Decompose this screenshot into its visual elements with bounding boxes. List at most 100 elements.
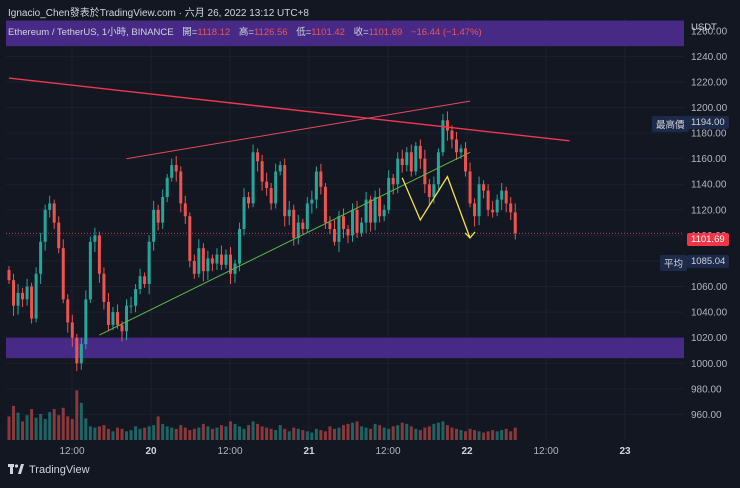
candle-body[interactable]: [486, 190, 490, 210]
candle-body[interactable]: [432, 184, 436, 198]
candle-body[interactable]: [16, 292, 20, 306]
candle-body[interactable]: [418, 145, 422, 159]
candle-body[interactable]: [170, 165, 174, 178]
candle-body[interactable]: [346, 229, 350, 236]
candle-body[interactable]: [224, 254, 228, 265]
candle-body[interactable]: [238, 229, 242, 264]
candle-body[interactable]: [206, 258, 210, 272]
candle-body[interactable]: [43, 209, 47, 242]
candle-body[interactable]: [341, 216, 345, 229]
candle-body[interactable]: [391, 177, 395, 185]
candle-body[interactable]: [228, 254, 232, 274]
candle-body[interactable]: [450, 130, 454, 140]
candle-body[interactable]: [332, 229, 336, 242]
price-projection-path[interactable]: [401, 175, 471, 239]
candle-body[interactable]: [323, 186, 327, 223]
candle-body[interactable]: [192, 260, 196, 274]
candle-body[interactable]: [360, 222, 364, 233]
candle-body[interactable]: [256, 152, 260, 162]
candle-body[interactable]: [459, 148, 463, 153]
candle-body[interactable]: [292, 209, 296, 238]
candle-body[interactable]: [102, 273, 106, 302]
candle-body[interactable]: [66, 299, 70, 323]
candle-body[interactable]: [174, 165, 178, 172]
candle-body[interactable]: [287, 209, 291, 217]
candle-body[interactable]: [314, 171, 318, 200]
candle-body[interactable]: [79, 344, 83, 364]
candle-body[interactable]: [70, 322, 74, 338]
candle-body[interactable]: [491, 209, 495, 213]
candle-body[interactable]: [210, 258, 214, 264]
candle-body[interactable]: [513, 212, 517, 234]
candle-body[interactable]: [219, 254, 223, 265]
candle-body[interactable]: [129, 305, 133, 307]
candle-body[interactable]: [242, 197, 246, 229]
candle-body[interactable]: [509, 203, 513, 213]
resistance-trendline[interactable]: [8, 77, 570, 142]
candle-body[interactable]: [504, 190, 508, 204]
candle-body[interactable]: [143, 276, 147, 284]
candle-body[interactable]: [138, 276, 142, 290]
candle-body[interactable]: [111, 312, 115, 325]
candle-body[interactable]: [12, 280, 16, 306]
candle-body[interactable]: [93, 235, 97, 242]
candle-body[interactable]: [283, 165, 287, 217]
candle-body[interactable]: [165, 177, 169, 198]
candle-body[interactable]: [328, 222, 332, 229]
candle-body[interactable]: [251, 152, 255, 204]
candlesticks[interactable]: [7, 111, 517, 371]
candle-body[interactable]: [34, 273, 38, 319]
candle-body[interactable]: [319, 171, 323, 187]
candle-body[interactable]: [396, 158, 400, 185]
candle-body[interactable]: [183, 203, 187, 217]
candle-body[interactable]: [84, 299, 88, 345]
candle-body[interactable]: [215, 254, 219, 264]
candle-body[interactable]: [373, 197, 377, 223]
candle-body[interactable]: [152, 209, 156, 242]
candle-body[interactable]: [351, 209, 355, 236]
candle-body[interactable]: [337, 216, 341, 242]
candle-body[interactable]: [30, 286, 34, 319]
candle-body[interactable]: [88, 241, 92, 300]
candle-body[interactable]: [97, 235, 101, 274]
candle-body[interactable]: [468, 171, 472, 204]
channel-top-line[interactable]: [126, 100, 471, 160]
candle-body[interactable]: [260, 161, 264, 182]
candle-body[interactable]: [21, 292, 25, 300]
symbol-label[interactable]: Ethereum / TetherUS, 1小時, BINANCE: [8, 27, 174, 38]
candle-body[interactable]: [247, 197, 251, 204]
candle-body[interactable]: [265, 181, 269, 189]
candle-body[interactable]: [197, 248, 201, 274]
candle-body[interactable]: [473, 203, 477, 217]
candle-body[interactable]: [414, 145, 418, 172]
candle-body[interactable]: [405, 152, 409, 166]
candle-body[interactable]: [75, 337, 79, 364]
candle-body[interactable]: [296, 222, 300, 238]
candle-body[interactable]: [445, 120, 449, 131]
candle-body[interactable]: [382, 209, 386, 217]
candle-body[interactable]: [39, 241, 43, 274]
candle-body[interactable]: [61, 248, 65, 300]
candle-body[interactable]: [441, 120, 445, 153]
candle-body[interactable]: [355, 209, 359, 233]
candle-body[interactable]: [106, 301, 110, 325]
candle-body[interactable]: [134, 289, 138, 306]
candle-body[interactable]: [156, 209, 160, 223]
candle-body[interactable]: [364, 199, 368, 223]
candle-body[interactable]: [423, 158, 427, 185]
candle-body[interactable]: [188, 216, 192, 261]
candle-body[interactable]: [409, 152, 413, 172]
candle-body[interactable]: [301, 222, 305, 229]
candle-body[interactable]: [57, 222, 61, 249]
candle-body[interactable]: [48, 203, 52, 210]
candle-body[interactable]: [477, 184, 481, 217]
candle-body[interactable]: [7, 269, 11, 281]
candle-body[interactable]: [500, 190, 504, 200]
candle-body[interactable]: [179, 171, 183, 204]
candle-body[interactable]: [482, 184, 486, 191]
trend-drawings[interactable]: [8, 77, 570, 336]
candle-body[interactable]: [427, 184, 431, 198]
candle-body[interactable]: [378, 197, 382, 217]
